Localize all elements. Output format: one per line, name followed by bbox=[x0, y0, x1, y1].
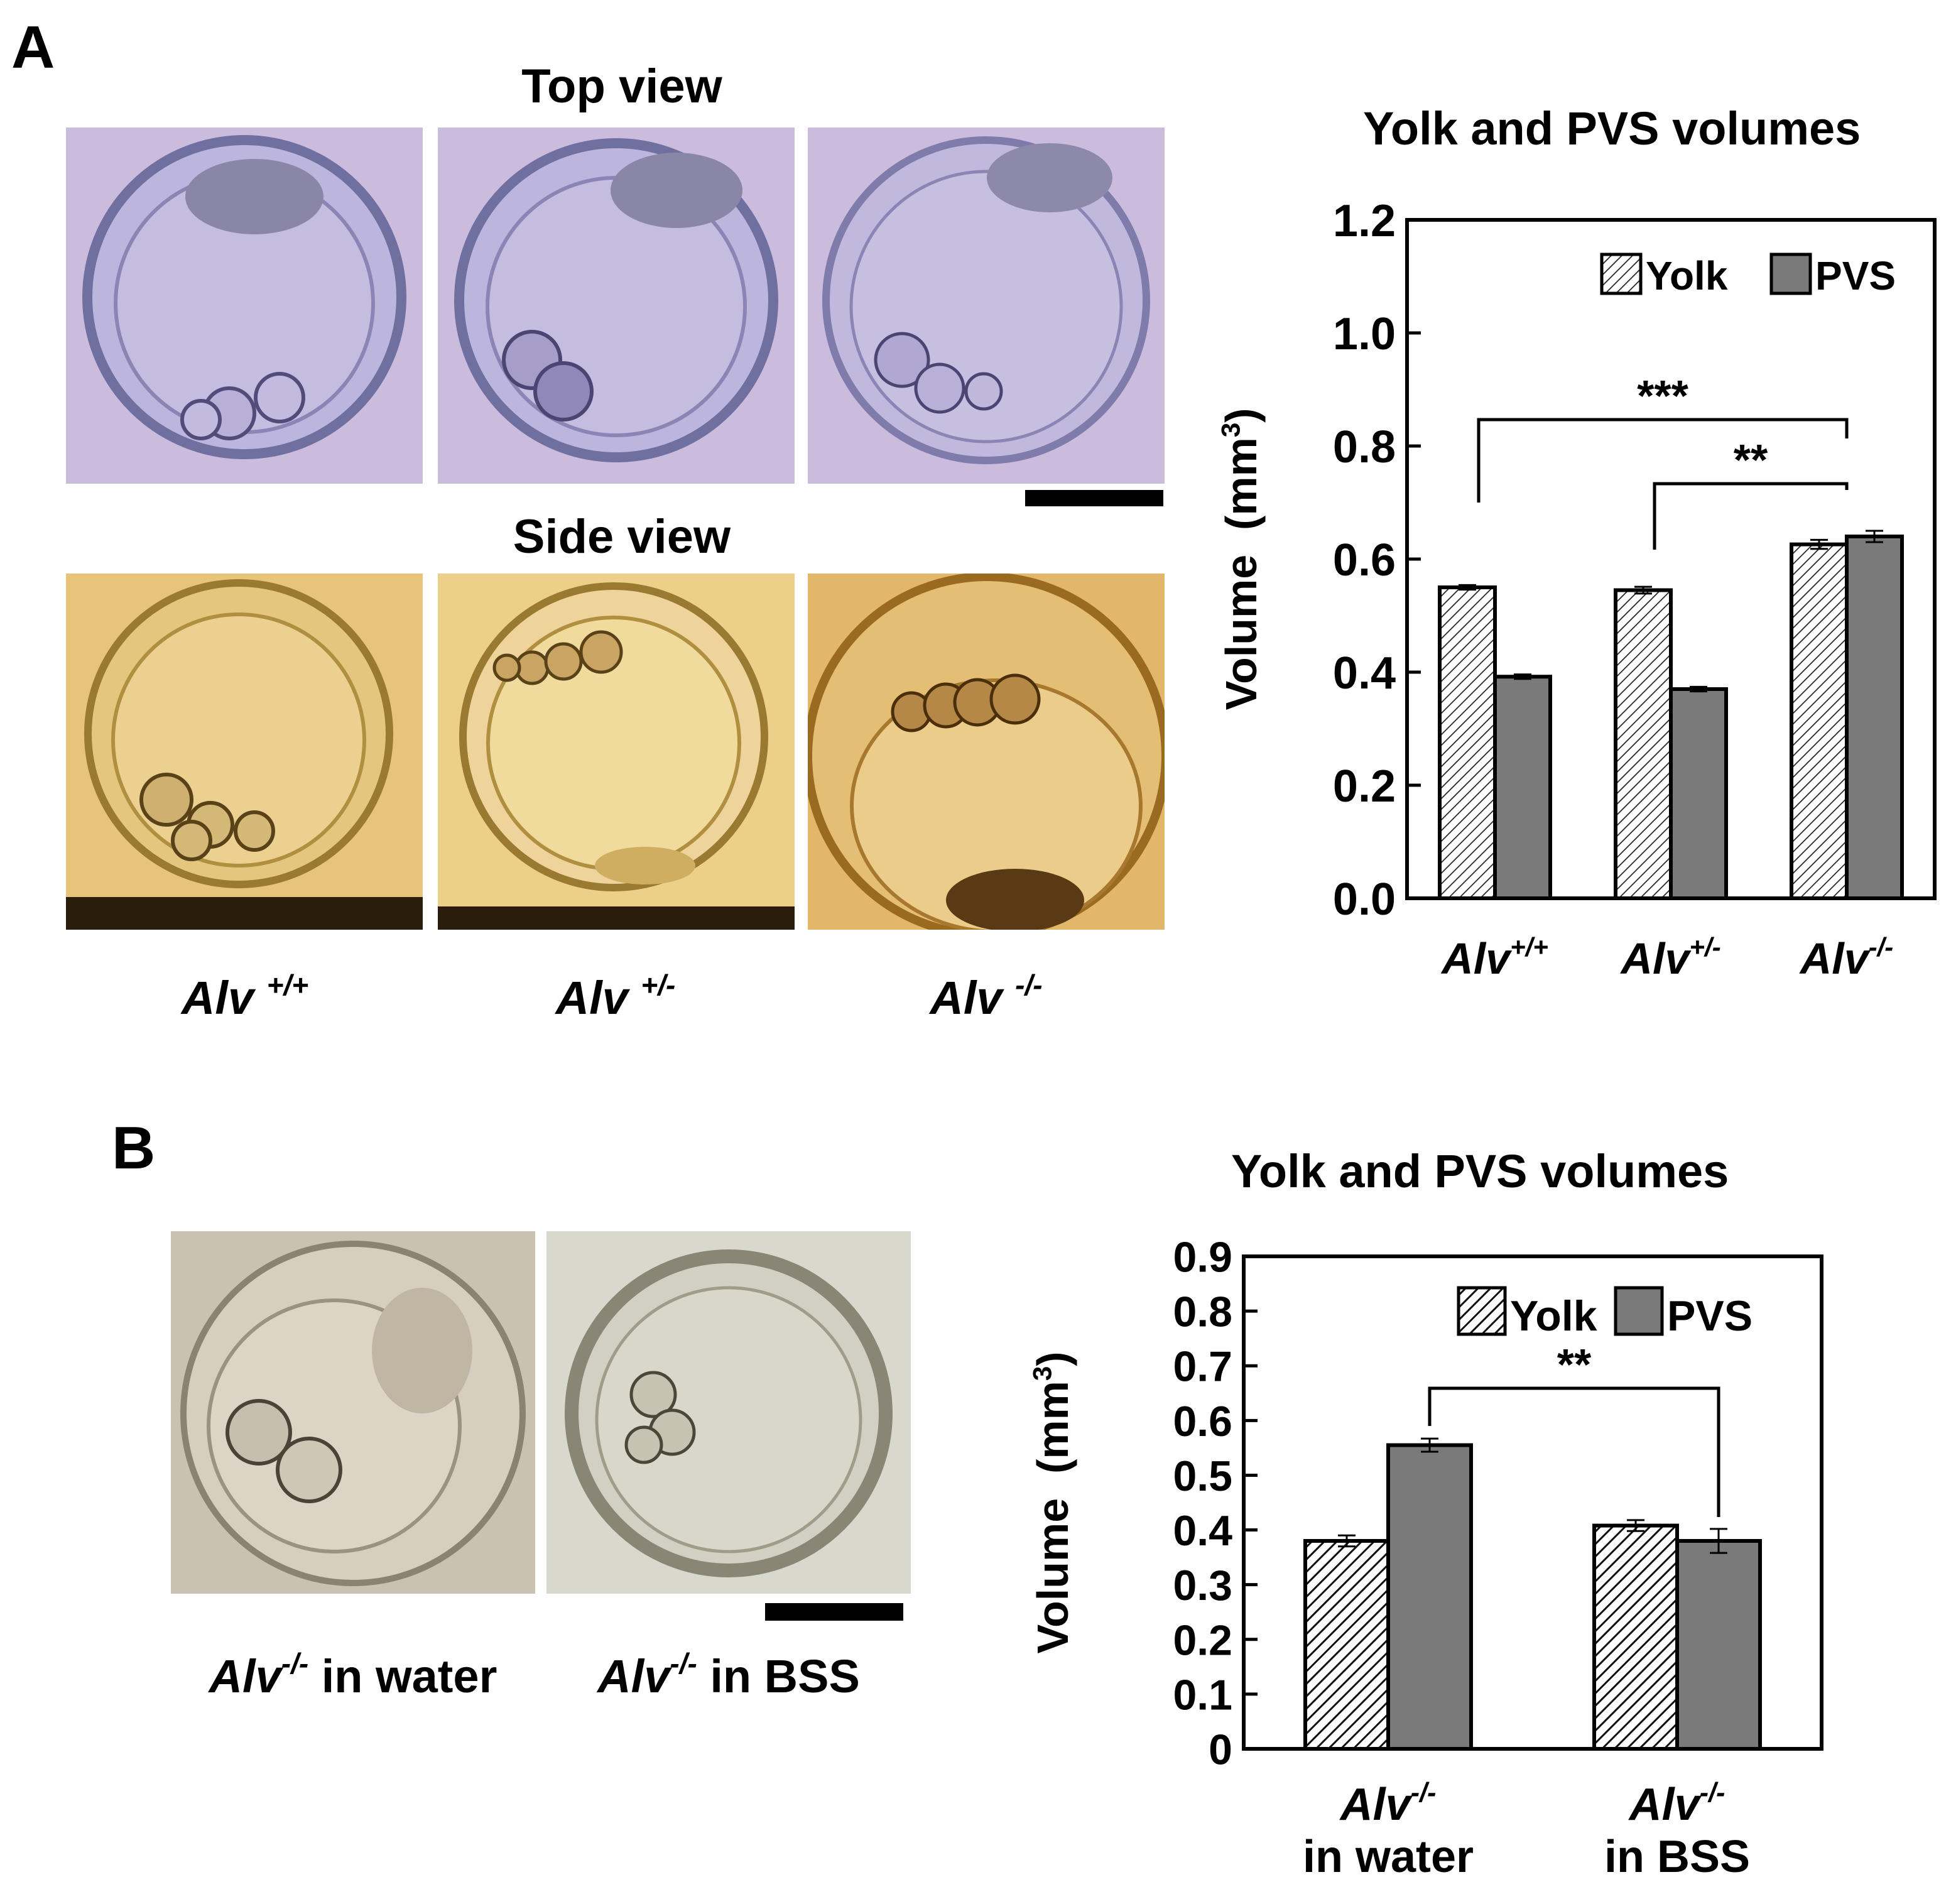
caption-knockout-in-water: Alv-/- in water bbox=[209, 1647, 497, 1702]
panel-a-letter: A bbox=[11, 14, 55, 81]
chart-b: 0 0.1 0.2 0.3 0.4 0.5 0.6 0.7 0.8 0.9 Volume (mm3)… bbox=[1030, 1233, 1823, 1882]
side-view-photo-wildtype bbox=[66, 574, 423, 930]
bar-pvs bbox=[1845, 535, 1904, 900]
y-tick-label: 0.8 bbox=[1333, 422, 1396, 472]
y-tick-label: 1.2 bbox=[1333, 196, 1396, 246]
photo-knockout-in-water bbox=[171, 1231, 535, 1594]
y-tick-label: 0.7 bbox=[1173, 1343, 1232, 1391]
y-tick-label: 1.0 bbox=[1333, 309, 1396, 359]
y-tick-label: 0.0 bbox=[1333, 874, 1396, 925]
chart-a: 0.0 0.2 0.4 0.6 0.8 1.0 1.2 Volume (mm3) Alv+/+ A… bbox=[1215, 196, 1937, 983]
legend-label-pvs: PVS bbox=[1815, 253, 1896, 298]
bar-yolk bbox=[1438, 585, 1497, 900]
y-axis-label: Volume (mm3) bbox=[1215, 408, 1266, 710]
significance-label: ** bbox=[1557, 1340, 1592, 1389]
bar-yolk bbox=[1614, 588, 1673, 900]
x-category-label: Alv-/- bbox=[1799, 932, 1894, 983]
y-tick-label: 0.5 bbox=[1173, 1452, 1232, 1500]
bar-pvs bbox=[1493, 675, 1552, 900]
y-axis-label: Volume (mm3) bbox=[1030, 1352, 1077, 1654]
legend-swatch-yolk bbox=[1457, 1286, 1507, 1336]
side-view-photo-knockout bbox=[808, 574, 1165, 930]
bar-pvs bbox=[1675, 1538, 1762, 1751]
side-view-photo-heterozygous bbox=[438, 574, 795, 930]
top-view-photo-heterozygous bbox=[438, 128, 795, 484]
panel-b-letter: B bbox=[112, 1114, 156, 1182]
y-tick-label: 0.9 bbox=[1173, 1233, 1232, 1281]
y-tick-label: 0.6 bbox=[1173, 1398, 1232, 1445]
scale-bar-bottom bbox=[765, 1603, 903, 1621]
x-category-label-line2: in water bbox=[1303, 1832, 1474, 1882]
bar-yolk bbox=[1790, 542, 1849, 900]
genotype-label-wildtype: Alv +/+ bbox=[181, 969, 309, 1024]
scale-bar-top bbox=[1025, 490, 1163, 506]
legend-label-yolk: Yolk bbox=[1646, 253, 1728, 298]
legend-label-yolk: Yolk bbox=[1510, 1292, 1597, 1340]
y-tick-label: 0.2 bbox=[1173, 1616, 1232, 1664]
significance-bracket bbox=[1477, 418, 1849, 503]
legend-swatch-yolk bbox=[1600, 253, 1643, 295]
significance-label: ** bbox=[1734, 435, 1768, 484]
plot-frame bbox=[1242, 1254, 1823, 1751]
bar-pvs bbox=[1669, 687, 1728, 900]
photo-knockout-in-bss bbox=[546, 1231, 911, 1594]
top-view-photo-knockout bbox=[808, 128, 1165, 484]
top-view-title: Top view bbox=[521, 60, 722, 113]
significance-bracket bbox=[1653, 482, 1849, 550]
chart-b-title: Yolk and PVS volumes bbox=[1231, 1145, 1729, 1197]
y-tick-label: 0.3 bbox=[1173, 1562, 1232, 1609]
y-tick-label: 0.1 bbox=[1173, 1671, 1232, 1719]
x-category-label: Alv+/- bbox=[1619, 932, 1720, 983]
y-tick-label: 0.4 bbox=[1333, 648, 1396, 699]
y-tick-label: 0.2 bbox=[1333, 761, 1396, 812]
bar-yolk bbox=[1303, 1538, 1390, 1751]
side-view-title: Side view bbox=[513, 510, 731, 563]
legend-swatch-pvs bbox=[1769, 253, 1812, 295]
genotype-label-knockout: Alv -/- bbox=[930, 969, 1043, 1024]
chart-a-title: Yolk and PVS volumes bbox=[1363, 102, 1861, 155]
y-tick-label: 0.6 bbox=[1333, 535, 1396, 585]
genotype-label-heterozygous: Alv +/- bbox=[555, 969, 676, 1024]
x-category-label: Alv-/- bbox=[1628, 1778, 1725, 1830]
x-category-label-line2: in BSS bbox=[1604, 1832, 1750, 1882]
bar-yolk bbox=[1592, 1523, 1679, 1751]
bar-pvs bbox=[1386, 1443, 1473, 1751]
y-tick-label: 0 bbox=[1209, 1726, 1232, 1773]
y-tick-label: 0.4 bbox=[1173, 1507, 1232, 1555]
x-category-label: Alv+/+ bbox=[1440, 932, 1548, 983]
x-category-label: Alv-/- bbox=[1339, 1778, 1437, 1830]
legend-label-pvs: PVS bbox=[1667, 1292, 1753, 1340]
caption-knockout-in-bss: Alv-/- in BSS bbox=[597, 1647, 860, 1702]
y-tick-label: 0.8 bbox=[1173, 1288, 1232, 1336]
legend-swatch-pvs bbox=[1614, 1286, 1664, 1336]
plot-frame bbox=[1405, 218, 1937, 900]
top-view-photo-wildtype bbox=[66, 128, 423, 484]
significance-bracket bbox=[1428, 1386, 1720, 1517]
significance-label: *** bbox=[1637, 371, 1688, 420]
